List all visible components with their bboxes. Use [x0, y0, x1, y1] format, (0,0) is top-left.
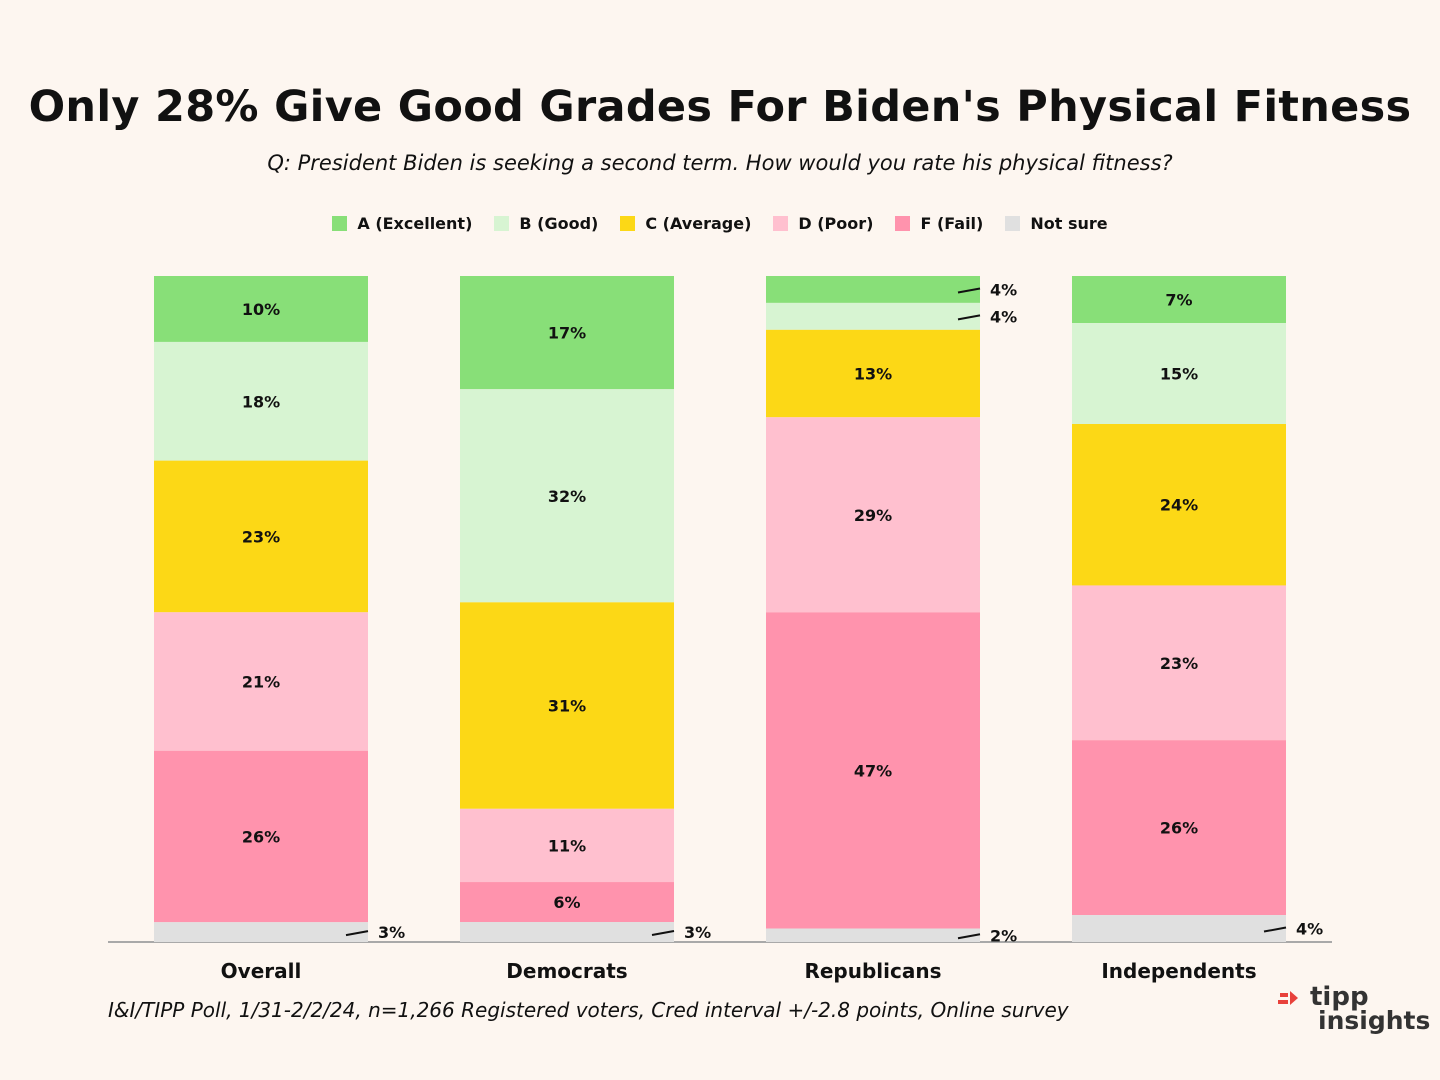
data-label-leader: [957, 287, 981, 294]
bar-segment: [766, 928, 980, 942]
bar-segment: [154, 276, 368, 342]
legend-label: D (Poor): [798, 214, 874, 233]
bar-segment: [766, 302, 980, 330]
legend-label: B (Good): [519, 214, 599, 233]
bar-segment: [460, 602, 674, 809]
data-label-leader: [345, 930, 369, 937]
data-label-leader: [1263, 926, 1287, 933]
bar-segment: [1072, 276, 1286, 324]
logo-text-tipp: tipp: [1310, 982, 1369, 1012]
bar-segment: [766, 329, 980, 418]
bar-segment: [154, 341, 368, 461]
legend-label: F (Fail): [920, 214, 984, 233]
data-label-leader: [957, 933, 981, 940]
footnote: I&I/TIPP Poll, 1/31-2/2/24, n=1,266 Regi…: [108, 998, 1069, 1022]
bar-segment: [766, 276, 980, 303]
data-label: 15%: [1160, 365, 1198, 384]
bar-segment: [154, 922, 368, 942]
bar-segment: [1072, 585, 1286, 741]
data-label: 31%: [548, 697, 586, 716]
tipp-insights-logo: tipp insights: [1278, 982, 1431, 1040]
data-label: 29%: [854, 506, 892, 525]
legend-swatch: [620, 216, 636, 231]
bar-segment: [460, 808, 674, 883]
data-label-leader: [651, 930, 675, 936]
legend-label: C (Average): [645, 214, 752, 233]
bar-segment: [460, 389, 674, 603]
bar-segment: [460, 922, 674, 942]
data-label: 7%: [1165, 291, 1192, 310]
data-label: 3%: [378, 923, 405, 942]
data-label: 2%: [990, 926, 1017, 945]
bar-segment: [1072, 915, 1286, 942]
logo-text-insights: insights: [1318, 1006, 1431, 1035]
legend-item: F (Fail): [895, 214, 983, 233]
data-label: 3%: [684, 923, 711, 942]
data-label: 26%: [1160, 819, 1198, 838]
legend-swatch: [332, 216, 348, 231]
x-tick-label: Overall: [221, 959, 302, 983]
data-label: 6%: [553, 893, 580, 912]
data-label: 17%: [548, 324, 586, 343]
legend-item: C (Average): [620, 214, 751, 233]
legend-swatch: [773, 216, 789, 231]
bar-segment: [766, 417, 980, 613]
data-label: 21%: [242, 673, 280, 692]
data-label: 11%: [548, 836, 586, 855]
x-tick-label: Independents: [1101, 959, 1256, 983]
bar-segment: [460, 276, 674, 390]
bar-segment: [154, 460, 368, 613]
data-label: 24%: [1160, 496, 1198, 515]
x-tick-label: Republicans: [804, 959, 941, 983]
chart-title: Only 28% Give Good Grades For Biden's Ph…: [28, 82, 1412, 132]
data-label: 10%: [242, 300, 280, 319]
legend-item: B (Good): [494, 214, 598, 233]
bar-segment: [154, 750, 368, 923]
legend-label: Not sure: [1030, 214, 1108, 233]
chart-subtitle: Q: President Biden is seeking a second t…: [267, 151, 1173, 175]
data-label: 13%: [854, 365, 892, 384]
data-label: 32%: [548, 487, 586, 506]
data-label: 4%: [990, 307, 1017, 326]
bar-segment: [1072, 740, 1286, 916]
legend-item: D (Poor): [773, 214, 873, 233]
legend-label: A (Excellent): [357, 214, 473, 233]
bar-segment: [1072, 323, 1286, 424]
data-label: 23%: [1160, 654, 1198, 673]
data-label: 4%: [1296, 920, 1323, 939]
data-label: 18%: [242, 392, 280, 411]
x-tick-label: Democrats: [506, 959, 627, 983]
data-label-leader: [957, 314, 981, 321]
data-label: 23%: [242, 527, 280, 546]
data-label: 47%: [854, 761, 892, 780]
logo-arrow-icon: [1278, 991, 1298, 1005]
legend-swatch: [895, 216, 911, 231]
data-label: 4%: [990, 280, 1017, 299]
legend-swatch: [1005, 216, 1021, 231]
data-label: 26%: [242, 827, 280, 846]
legend-item: A (Excellent): [332, 214, 472, 233]
legend-swatch: [494, 216, 510, 231]
bar-segment: [154, 612, 368, 751]
legend-item: Not sure: [1005, 214, 1108, 233]
legend: A (Excellent) B (Good) C (Average) D (Poor)…: [0, 214, 1440, 233]
bar-segment: [1072, 424, 1286, 586]
bar-segment: [460, 882, 674, 923]
bar-segment: [766, 612, 980, 929]
